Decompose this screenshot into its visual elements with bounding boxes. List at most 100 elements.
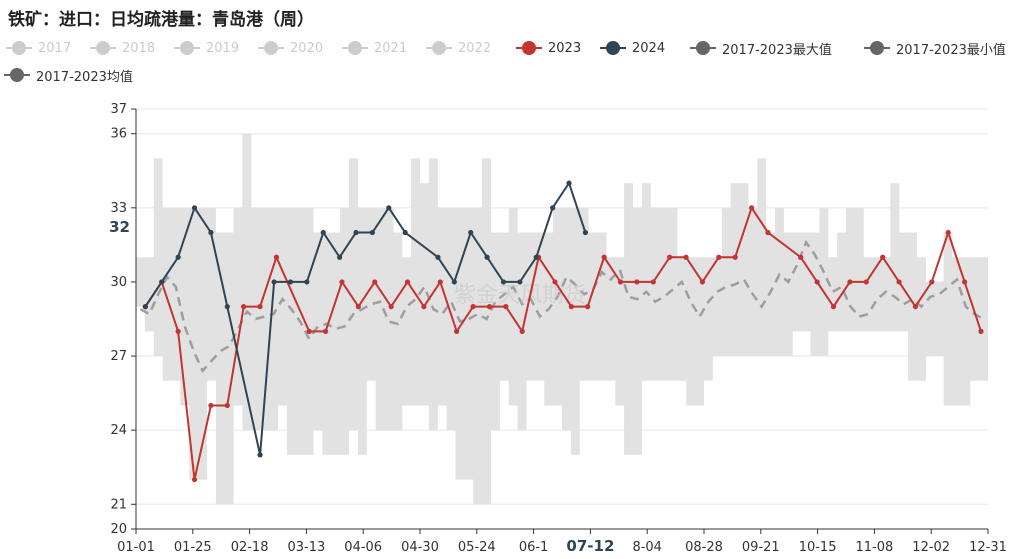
data-point-2024 [191, 205, 198, 211]
y-tick-label: 36 [110, 127, 127, 142]
legend-item-2017[interactable]: 2017 [6, 38, 71, 58]
legend-label: 2019 [206, 40, 240, 56]
x-tick-label: 01-25 [174, 540, 212, 555]
data-point-2024 [287, 279, 294, 285]
data-point-2024 [517, 279, 523, 285]
data-point-2023 [191, 476, 198, 483]
legend-item-2020[interactable]: 2020 [258, 38, 323, 58]
legend-label: 2017 [38, 40, 72, 56]
legend-label: 2023 [548, 40, 582, 56]
chart-title: 铁矿：进口：日均疏港量：青岛港（周） [8, 10, 314, 30]
legend-label: 2022 [458, 40, 492, 56]
x-tick-label: 8-04 [632, 540, 662, 555]
data-point-2024 [566, 180, 572, 186]
data-point-2023 [470, 304, 476, 310]
legend-symbol-icon [516, 38, 542, 58]
legend-item-2023[interactable]: 2023 [516, 38, 581, 58]
data-point-2024 [175, 254, 181, 260]
data-point-2024 [257, 452, 263, 458]
data-point-2024 [451, 279, 457, 285]
x-tick-label: 10-15 [799, 540, 837, 555]
data-point-2023 [601, 254, 607, 260]
data-point-2023 [847, 279, 853, 285]
data-point-2023 [683, 254, 689, 260]
legend-label: 2021 [374, 40, 408, 56]
data-point-2024 [337, 254, 343, 260]
legend-symbol-icon [4, 65, 30, 85]
legend-symbol-icon [864, 38, 890, 58]
data-point-2023 [585, 304, 591, 310]
data-point-2023 [830, 304, 837, 310]
data-point-2024 [550, 205, 556, 211]
data-point-2024 [484, 254, 490, 260]
legend-item-2022[interactable]: 2022 [426, 38, 491, 58]
legend-item-2018[interactable]: 2018 [90, 38, 155, 58]
legend-label: 2020 [290, 40, 324, 56]
legend-item-2021[interactable]: 2021 [342, 38, 407, 58]
x-tick-label: 09-21 [742, 540, 780, 555]
legend-item-2017-2023均值[interactable]: 2017-2023均值 [4, 65, 133, 85]
data-point-2023 [519, 328, 525, 334]
data-point-2023 [798, 254, 804, 260]
data-point-2023 [322, 328, 329, 334]
data-point-2024 [224, 304, 230, 310]
y-tick-label: 24 [110, 423, 127, 438]
data-point-2023 [257, 304, 263, 310]
data-point-2023 [421, 304, 427, 310]
data-point-2023 [650, 279, 656, 285]
legend-symbol-icon [258, 38, 284, 58]
data-point-2024 [435, 254, 441, 260]
y-tick-label: 20 [110, 522, 127, 537]
data-point-2023 [748, 205, 755, 211]
x-tick-label: 12-02 [912, 540, 950, 555]
data-point-2024 [304, 279, 310, 285]
data-point-2023 [503, 304, 509, 310]
data-point-2024 [500, 279, 507, 285]
legend-item-2017-2023最小值[interactable]: 2017-2023最小值 [864, 38, 1006, 58]
data-point-2024 [353, 229, 359, 236]
data-point-2023 [306, 328, 312, 334]
legend-item-2017-2023最大值[interactable]: 2017-2023最大值 [690, 38, 832, 58]
y-tick-label: 33 [110, 201, 127, 216]
data-point-2023 [273, 254, 280, 260]
y-tick-label: 37 [110, 102, 127, 117]
legend-label: 2018 [122, 40, 156, 56]
data-point-2023 [814, 279, 820, 285]
data-point-2024 [533, 254, 539, 260]
data-point-2023 [863, 279, 869, 285]
legend-symbol-icon [342, 38, 368, 58]
data-point-2023 [437, 279, 443, 285]
x-tick-label: 07-12 [566, 537, 614, 555]
x-tick-label: 06-1 [519, 540, 549, 555]
data-point-2023 [978, 328, 984, 334]
series-line-mean [139, 239, 985, 374]
data-point-2023 [208, 402, 214, 409]
series-line-2023 [144, 205, 982, 480]
data-point-2023 [175, 328, 181, 334]
min-max-band [136, 133, 988, 505]
data-point-2023 [486, 304, 493, 310]
legend-item-2019[interactable]: 2019 [174, 38, 239, 58]
y-tick-label: 30 [110, 275, 127, 290]
legend-label: 2017-2023最小值 [896, 42, 1006, 58]
x-tick-label: 11-08 [856, 540, 894, 555]
data-point-2023 [961, 279, 968, 285]
data-point-2023 [552, 279, 558, 285]
data-point-2023 [929, 279, 935, 285]
x-tick-label: 04-06 [344, 540, 382, 555]
data-point-2023 [355, 304, 361, 310]
legend-symbol-icon [174, 38, 200, 58]
data-point-2024 [271, 279, 277, 285]
data-point-2023 [454, 328, 460, 334]
data-point-2024 [402, 229, 408, 236]
legend-item-2024[interactable]: 2024 [600, 38, 665, 58]
x-tick-label: 01-01 [117, 540, 155, 555]
data-point-2023 [765, 229, 771, 236]
legend-symbol-icon [690, 38, 716, 58]
legend-symbol-icon [90, 38, 116, 58]
legend-symbol-icon [426, 38, 452, 58]
data-point-2024 [386, 205, 392, 211]
data-point-2024 [369, 229, 376, 236]
data-point-2023 [945, 229, 951, 236]
